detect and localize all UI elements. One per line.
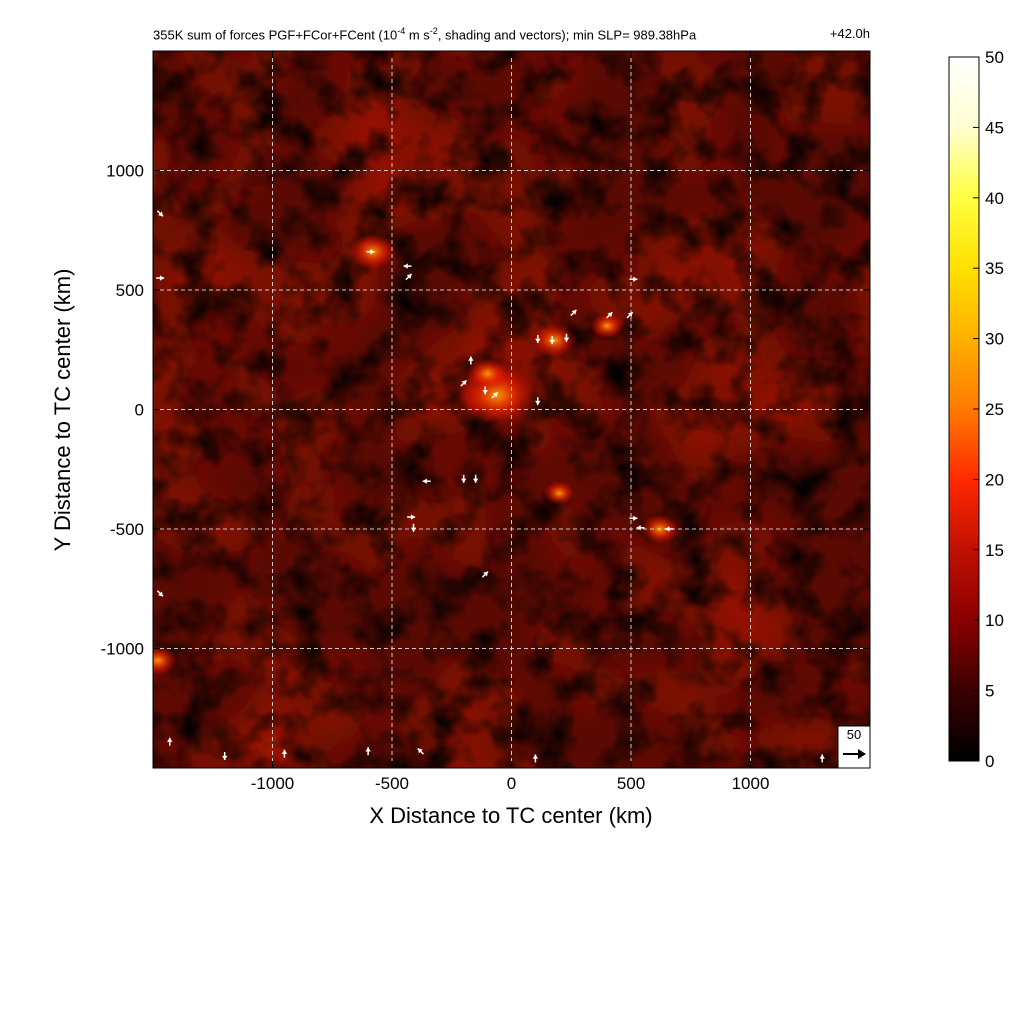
force-vector (365, 747, 371, 756)
force-vector (472, 474, 479, 483)
force-vector (606, 311, 613, 319)
x-tick-label: 0 (507, 774, 516, 793)
force-vector (532, 754, 539, 763)
reference-vector-arrowhead (858, 749, 866, 759)
colorbar-tick-label: 20 (985, 470, 1004, 489)
force-vector (549, 336, 555, 345)
force-vector (665, 526, 674, 532)
force-vector (461, 474, 467, 483)
x-tick-label: -500 (375, 774, 409, 793)
y-tick-label: 500 (116, 281, 144, 300)
heatmap-hotspot (590, 312, 624, 339)
force-vector (460, 379, 468, 387)
x-tick-label: 1000 (732, 774, 770, 793)
colorbar-tick-label: 45 (985, 118, 1004, 137)
force-vector (636, 525, 645, 531)
colorbar-tick-label: 40 (985, 189, 1004, 208)
colorbar-tick-label: 15 (985, 541, 1004, 560)
force-vector (167, 737, 173, 746)
colorbar-tick-label: 30 (985, 330, 1004, 349)
force-vector (491, 391, 499, 399)
force-vector (417, 747, 425, 755)
force-vector (482, 386, 488, 395)
colorbar-tick-label: 5 (985, 682, 994, 701)
y-axis-label: Y Distance to TC center (km) (50, 269, 75, 552)
force-vector (156, 275, 165, 281)
colorbar-tick-label: 50 (985, 48, 1004, 67)
force-vector (222, 752, 228, 761)
heatmap-hotspot (467, 357, 509, 390)
force-vector (403, 263, 412, 269)
force-vector (366, 249, 375, 255)
colorbar-tick-label: 10 (985, 611, 1004, 630)
colorbar: 0 5 10 15 20 25 30 35 40 45 50 (948, 48, 1004, 771)
force-vector (629, 515, 638, 521)
colorbar-tick-label: 0 (985, 752, 994, 771)
force-vector (407, 514, 416, 520)
force-vector (405, 273, 413, 281)
force-vector (535, 397, 541, 406)
y-tick-label: -500 (110, 520, 144, 539)
y-tick-label: -1000 (101, 640, 144, 659)
x-tick-label: 500 (617, 774, 645, 793)
reference-vector-label: 50 (847, 727, 861, 742)
heatmap-hotspot (543, 481, 576, 506)
colorbar-tick-label: 35 (985, 259, 1004, 278)
force-vector (570, 309, 577, 317)
force-vector (422, 478, 431, 484)
force-vector (626, 311, 634, 319)
force-vector (468, 356, 474, 365)
force-vector (410, 523, 417, 532)
chart-title: 355K sum of forces PGF+FCor+FCent (10-4 … (153, 26, 697, 43)
y-tick-label: 0 (135, 401, 144, 420)
force-vector (481, 571, 489, 578)
x-tick-label: -1000 (251, 774, 294, 793)
reference-vector-box: 50 (837, 725, 871, 769)
force-vector (535, 334, 541, 343)
force-vector (629, 276, 638, 282)
force-vector (281, 749, 288, 758)
plot-area (152, 50, 871, 769)
y-tick-label: 1000 (106, 162, 144, 181)
forecast-time: +42.0h (829, 26, 870, 41)
colorbar-tick-label: 25 (985, 400, 1004, 419)
heatmap-hotspot (153, 645, 178, 676)
force-vector (156, 210, 164, 217)
x-axis-label: X Distance to TC center (km) (369, 803, 652, 828)
force-vector (156, 590, 164, 597)
force-vector (563, 333, 570, 342)
force-vector (819, 754, 825, 763)
